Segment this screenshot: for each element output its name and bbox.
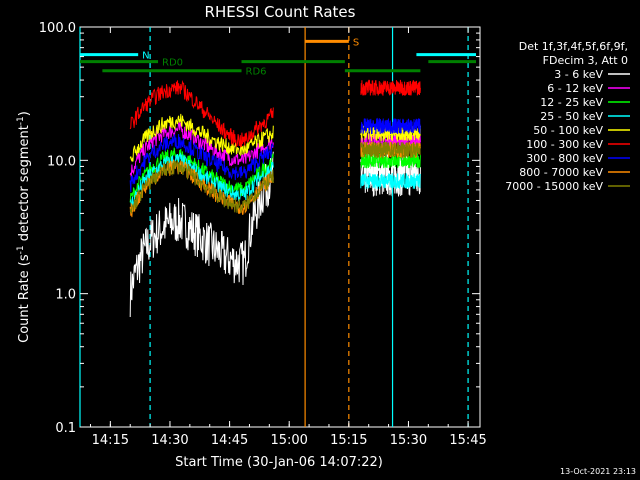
series-line-6-seg0 <box>129 133 274 193</box>
legend-label-6: 300 - 800 keV <box>526 152 603 165</box>
legend-label-4: 50 - 100 keV <box>533 124 603 137</box>
y-axis-label: Count Rate (s-1 detector segment-1) <box>16 111 32 343</box>
series-line-3-seg1 <box>360 173 421 189</box>
bar-label-N: N <box>142 51 149 62</box>
legend-label-2: 12 - 25 keV <box>540 96 603 109</box>
series-line-2-seg1 <box>360 151 421 169</box>
series-line-5-seg0 <box>129 80 274 148</box>
timestamp: 13-Oct-2021 23:13 <box>560 467 636 476</box>
x-tick-label-2: 14:45 <box>211 433 248 448</box>
x-axis-label: Start Time (30-Jan-06 14:07:22) <box>175 455 383 470</box>
series-layer <box>129 79 421 318</box>
legend-label-7: 800 - 7000 keV <box>519 166 603 179</box>
series-line-4-seg0 <box>129 113 274 163</box>
legend-label-3: 25 - 50 keV <box>540 110 603 123</box>
legend-label-1: 6 - 12 keV <box>547 82 603 95</box>
legend-header-1: Det 1f,3f,4f,5f,6f,9f, <box>519 40 628 53</box>
series-line-8-seg0 <box>129 160 274 214</box>
y-tick-label-1: 1.0 <box>55 288 76 303</box>
x-tick-label-4: 15:15 <box>330 433 367 448</box>
legend: Det 1f,3f,4f,5f,6f,9f,FDecim 3, Att 03 -… <box>505 40 630 193</box>
x-tick-label-1: 14:30 <box>151 433 188 448</box>
series-line-0-seg0 <box>129 151 274 318</box>
legend-label-5: 100 - 300 keV <box>526 138 603 151</box>
legend-header-2: FDecim 3, Att 0 <box>543 54 628 67</box>
y-tick-label-2: 10.0 <box>47 154 76 169</box>
vertical-markers <box>79 27 469 427</box>
series-line-5-seg1 <box>360 79 421 97</box>
attenuator-bars: N RD0 RD6 S <box>80 37 477 78</box>
y-tick-label-0: 0.1 <box>55 421 76 436</box>
bar-label-S: S <box>353 37 359 48</box>
series-line-8-seg1 <box>360 141 421 160</box>
legend-label-8: 7000 - 15000 keV <box>505 180 603 193</box>
axis-layer: 14:15 14:30 14:45 15:00 15:15 15:30 15:45 0.1 1.… <box>39 21 487 448</box>
series-line-1-seg0 <box>129 121 274 178</box>
x-tick-label-6: 15:45 <box>449 433 486 448</box>
bar-label-RD0: RD0 <box>162 58 183 69</box>
y-tick-label-3: 100.0 <box>39 21 76 36</box>
series-line-6-seg1 <box>360 117 421 135</box>
x-tick-label-5: 15:30 <box>390 433 427 448</box>
bar-label-RD6: RD6 <box>246 67 267 78</box>
x-tick-label-0: 14:15 <box>92 433 129 448</box>
series-line-3-seg0 <box>129 152 274 207</box>
legend-label-0: 3 - 6 keV <box>554 68 603 81</box>
x-tick-label-3: 15:00 <box>270 433 307 448</box>
chart-title: RHESSI Count Rates <box>205 3 356 21</box>
